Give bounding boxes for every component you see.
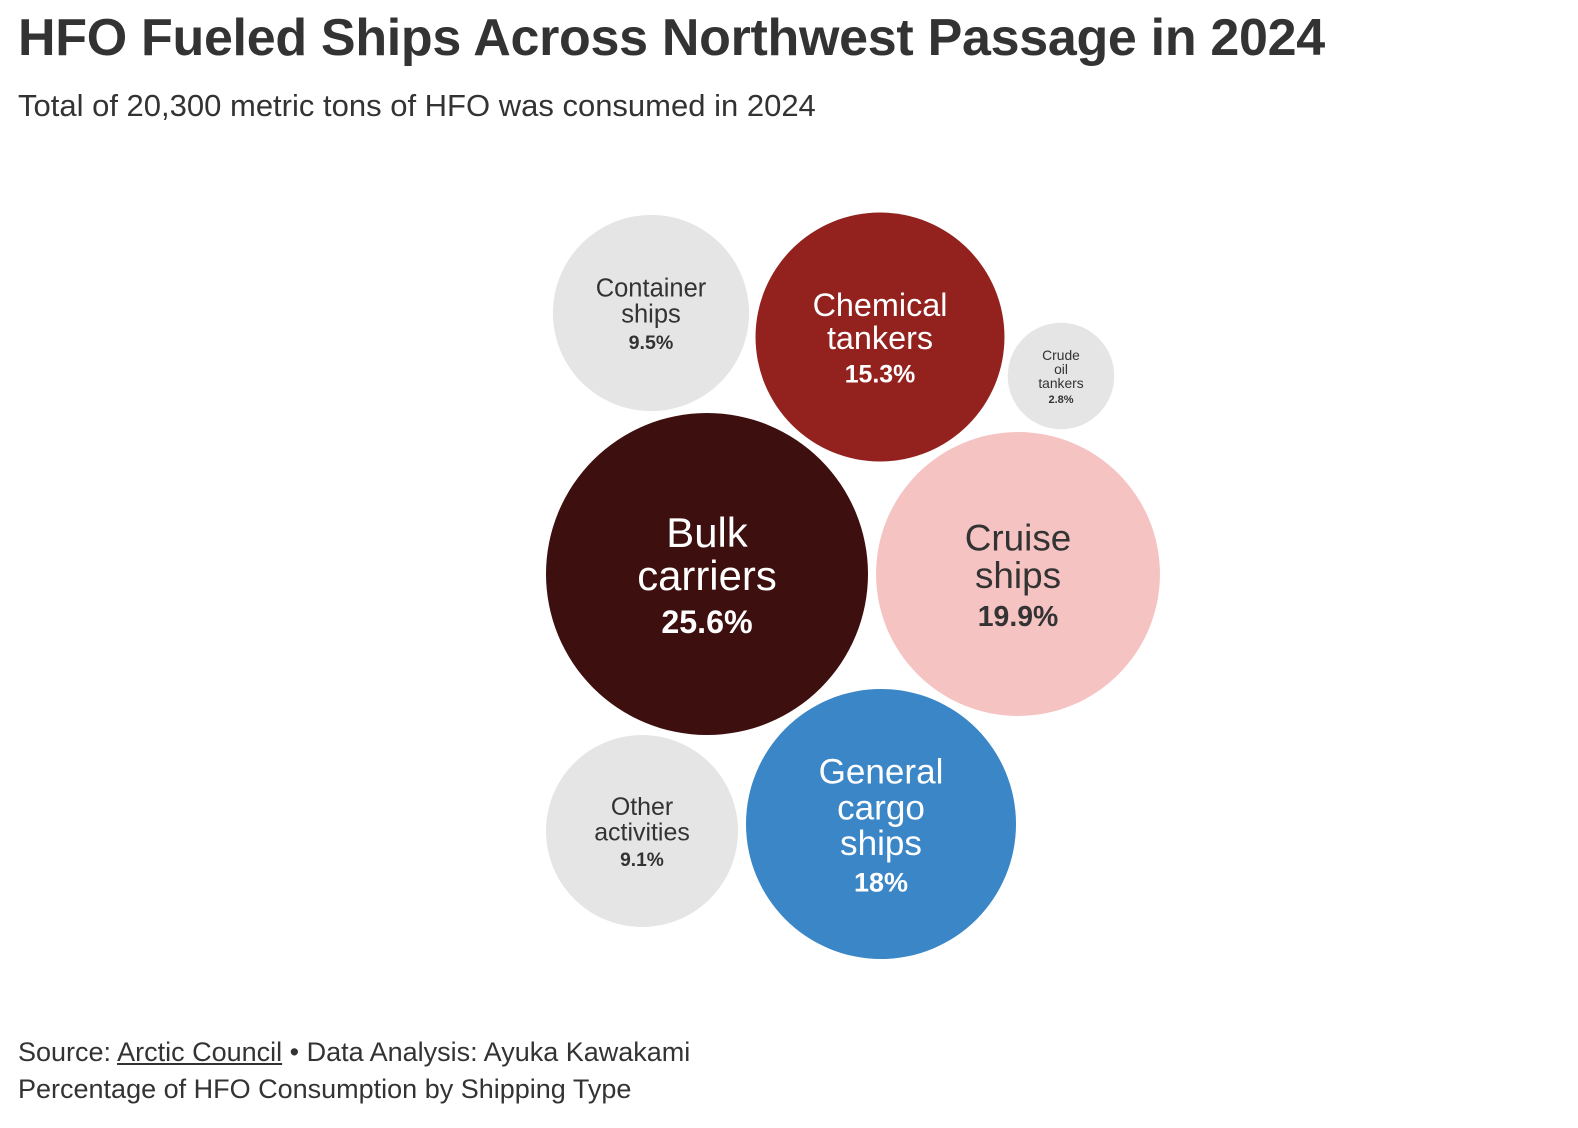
bubble-value-container-ships: 9.5%	[629, 332, 674, 354]
bubble-label-bulk-carriers: Bulk	[666, 509, 747, 556]
bubble-label-container-ships: Container	[596, 275, 707, 303]
bubble-circle-cruise-ships	[876, 432, 1160, 716]
source-line: Source: Arctic Council • Data Analysis: …	[18, 1034, 690, 1071]
bubble-label-general-cargo-ships: General	[819, 753, 944, 792]
bubble-label-other-activities: Other	[611, 793, 673, 821]
bubble-value-general-cargo-ships: 18%	[854, 867, 908, 897]
bubble-label-crude-oil-tankers: oil	[1054, 361, 1068, 377]
bubble-value-other-activities: 9.1%	[620, 850, 664, 871]
bubble-value-bulk-carriers: 25.6%	[661, 604, 752, 640]
bubble-circle-container-ships	[552, 214, 750, 412]
chart-subtitle: Total of 20,300 metric tons of HFO was c…	[18, 88, 816, 123]
bubble-value-cruise-ships: 19.9%	[978, 601, 1058, 633]
bubble-value-crude-oil-tankers: 2.8%	[1048, 394, 1073, 406]
bubble-label-other-activities: activities	[594, 818, 690, 846]
bubble-label-chemical-tankers: tankers	[827, 320, 933, 356]
chart-footer: Source: Arctic Council • Data Analysis: …	[18, 1034, 690, 1108]
analysis-credit: Data Analysis: Ayuka Kawakami	[306, 1037, 691, 1067]
bubble-label-cruise-ships: Cruise	[965, 517, 1072, 558]
source-separator: •	[282, 1037, 307, 1067]
bubble-label-general-cargo-ships: ships	[840, 824, 922, 863]
bubble-label-crude-oil-tankers: Crude	[1042, 347, 1080, 363]
source-link[interactable]: Arctic Council	[117, 1037, 283, 1067]
chart-title: HFO Fueled Ships Across Northwest Passag…	[18, 9, 1325, 67]
bubble-circle-other-activities	[546, 735, 738, 927]
bubble-value-chemical-tankers: 15.3%	[845, 361, 916, 389]
bubble-label-container-ships: ships	[621, 301, 681, 329]
bubble-label-crude-oil-tankers: tankers	[1038, 375, 1083, 391]
bubble-label-general-cargo-ships: cargo	[837, 788, 925, 827]
bubble-circle-crude-oil-tankers	[1007, 322, 1115, 430]
source-prefix: Source:	[18, 1037, 118, 1067]
bubble-label-cruise-ships: ships	[975, 555, 1061, 596]
bubble-label-chemical-tankers: Chemical	[813, 287, 948, 323]
bubble-label-bulk-carriers: carriers	[637, 552, 777, 599]
chart-note: Percentage of HFO Consumption by Shippin…	[18, 1074, 632, 1104]
bubble-circle-general-cargo-ships	[745, 688, 1017, 960]
bubble-circle-chemical-tankers	[755, 212, 1005, 462]
bubble-circle-bulk-carriers	[546, 413, 868, 735]
